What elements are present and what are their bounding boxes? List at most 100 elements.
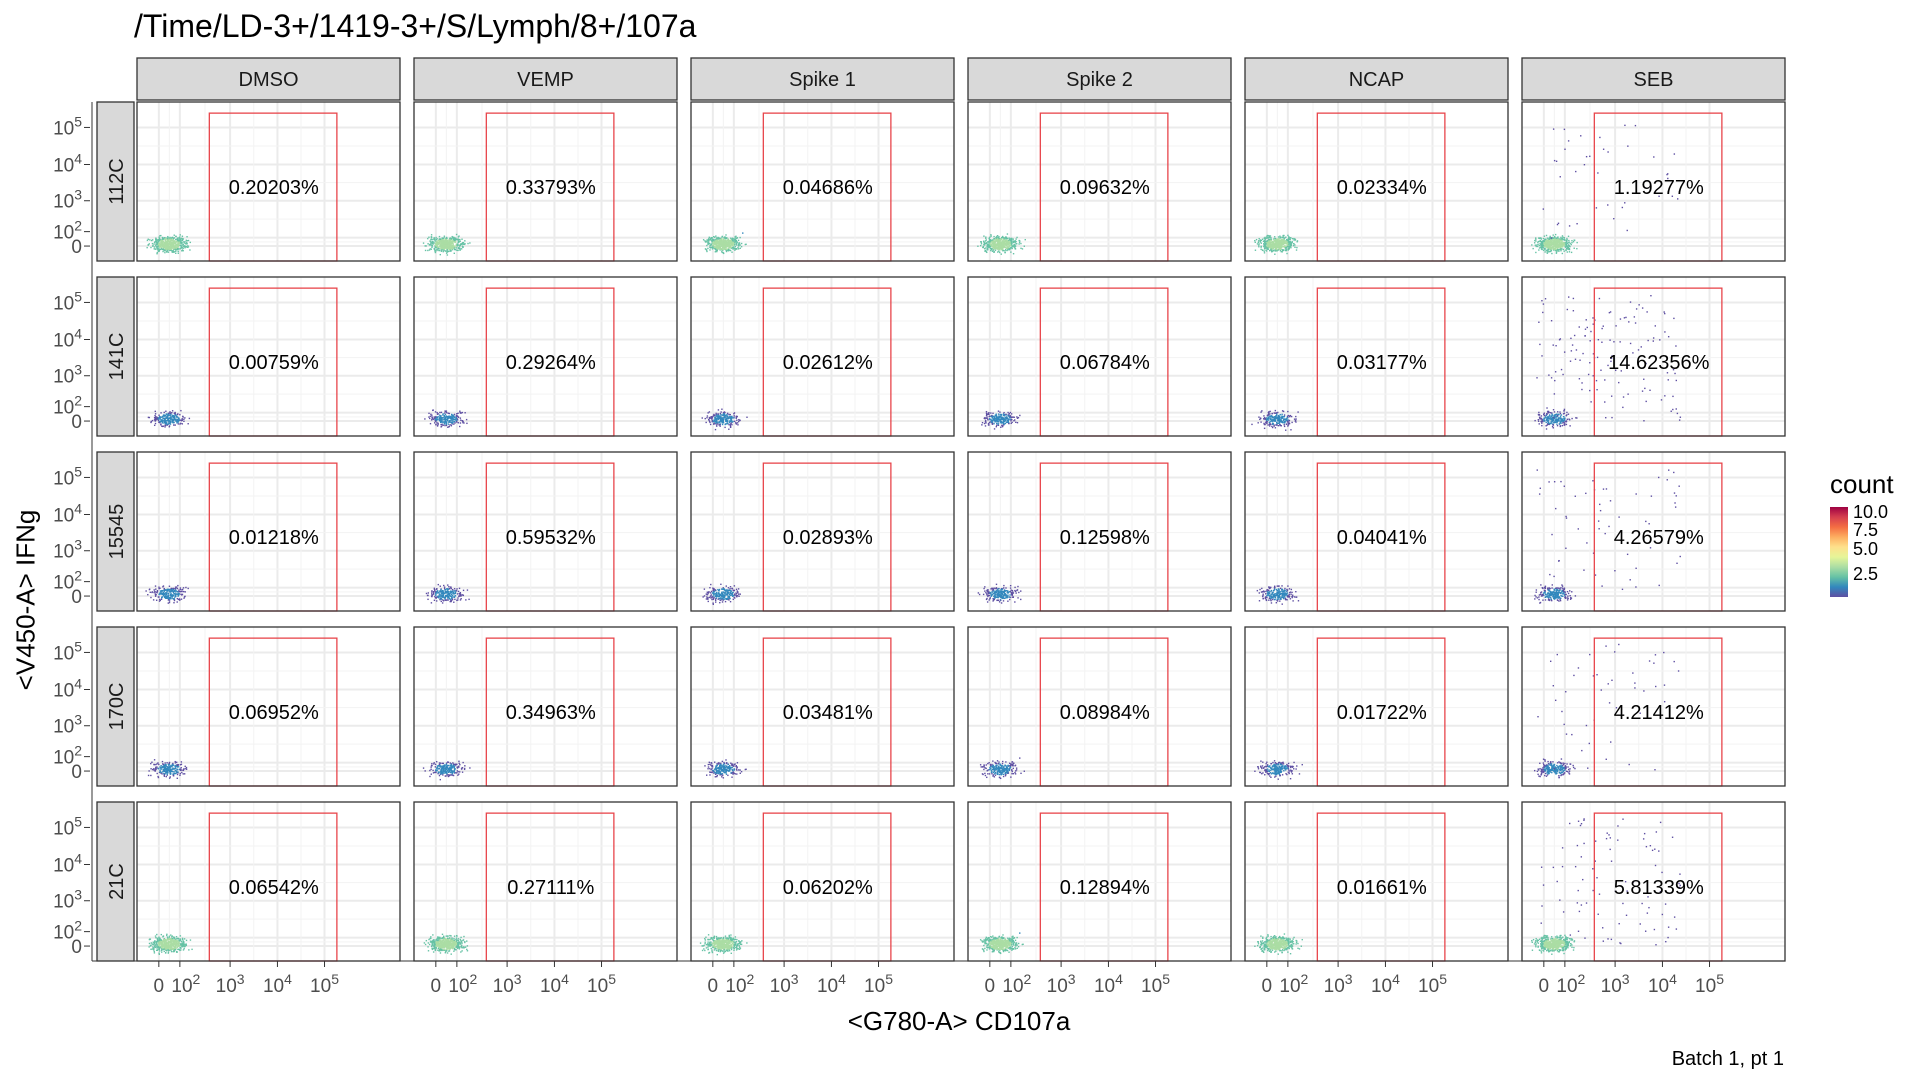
event-dot [1260,242,1263,244]
event-dot [1267,424,1269,426]
event-dot [1646,311,1648,313]
event-dot [1288,240,1290,243]
event-dot [1561,237,1564,240]
event-dot [1270,243,1272,245]
event-dot [166,420,168,422]
event-dot [1643,420,1645,422]
event-dot [153,243,155,245]
event-dot [1560,414,1563,416]
event-dot [182,415,184,418]
event-dot [456,238,459,241]
event-dot [717,413,719,415]
event-dot [1558,238,1560,240]
event-dot [1564,423,1566,425]
event-dot [1561,419,1563,422]
event-dot [1650,295,1652,297]
event-dot [157,245,159,247]
event-dot [1540,417,1542,419]
event-dot [456,415,459,417]
event-dot [1006,247,1009,250]
event-dot [1008,245,1011,247]
event-dot [1264,417,1266,419]
event-dot [716,248,719,250]
event-dot [997,410,1000,412]
event-dot [1597,338,1600,341]
event-dot [706,249,708,251]
facet-panel: 0.20203% [136,101,401,262]
event-dot [1572,297,1575,300]
event-dot [1532,247,1534,250]
event-dot [1590,401,1592,403]
event-dot [1566,245,1568,248]
event-dot [1584,335,1586,337]
event-dot [1263,252,1266,254]
event-dot [1264,237,1267,240]
event-dot [715,419,718,422]
event-dot [1540,244,1542,247]
event-dot [158,417,160,419]
event-dot [172,417,174,419]
event-dot [1540,241,1542,243]
event-dot [172,245,174,247]
event-dot [158,248,160,250]
event-dot [984,420,987,423]
event-dot [999,239,1001,241]
event-dot [450,244,453,247]
event-dot [1266,422,1268,425]
event-dot [1268,246,1271,248]
event-dot [1544,416,1547,418]
event-dot [1582,352,1584,355]
event-dot [445,415,447,417]
event-dot [174,246,176,248]
event-dot [436,411,438,414]
event-dot [157,242,160,245]
event-dot [979,244,982,247]
event-dot [1291,421,1293,424]
event-dot [1007,240,1009,243]
event-dot [1638,304,1640,306]
event-dot [709,244,711,247]
event-dot [1005,240,1008,242]
event-dot [173,415,175,418]
event-dot [1567,245,1569,247]
event-dot [151,419,154,422]
event-dot [726,241,728,244]
event-dot [986,413,989,416]
event-dot [746,416,748,418]
event-dot [1563,418,1566,420]
event-dot [1554,233,1557,236]
event-dot [1007,239,1010,242]
event-dot [739,247,741,249]
event-dot [1549,416,1552,418]
event-dot [995,246,998,248]
event-dot [1607,151,1609,153]
event-dot [153,248,155,250]
event-dot [1602,325,1604,327]
event-dot [436,237,438,240]
event-dot [1645,400,1647,403]
event-dot [160,248,163,250]
event-dot [708,411,711,413]
event-dot [999,244,1002,246]
event-dot [447,239,449,242]
event-dot [733,417,735,419]
event-dot [1568,239,1570,242]
event-dot [715,250,717,252]
event-dot [1545,234,1548,237]
panel-border [690,101,955,262]
event-dot [988,241,990,244]
event-dot [446,254,449,256]
event-dot [1271,244,1273,247]
event-dot [153,246,156,248]
event-dot [729,239,732,241]
event-dot [986,244,989,246]
event-dot [440,250,443,252]
event-dot [1266,417,1268,419]
event-dot [719,243,721,246]
event-dot [1557,240,1559,242]
event-dot [1291,241,1293,244]
event-dot [1288,238,1290,240]
event-dot [1267,416,1270,418]
event-dot [170,418,172,421]
event-dot [457,236,460,238]
